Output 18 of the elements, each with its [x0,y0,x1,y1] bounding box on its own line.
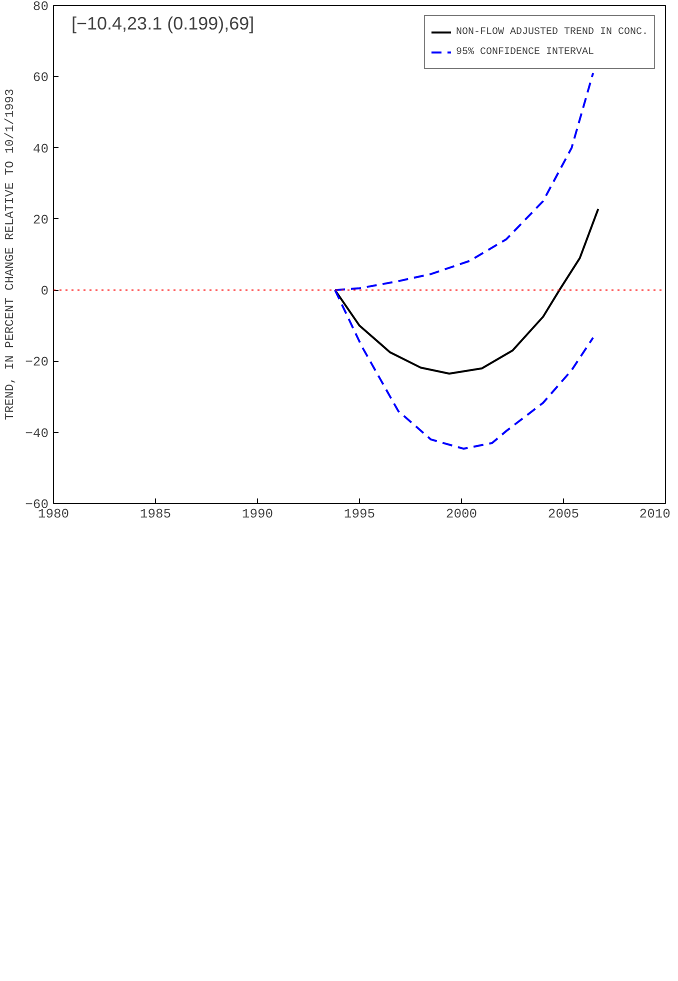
annotation: [−10.4,23.1 (0.199),69] [72,14,254,34]
y-axis-title: TREND, IN PERCENT CHANGE RELATIVE TO 10/1/1993 [3,88,18,420]
legend-label: NON-FLOW ADJUSTED TREND IN CONC. [456,26,648,38]
y-tick-label: −40 [25,426,48,441]
y-tick-label: 0 [40,284,49,299]
x-tick-label: 2010 [639,506,671,522]
legend-label: 95% CONFIDENCE INTERVAL [456,46,594,58]
x-tick-label: 1990 [242,506,274,522]
x-tick-label: 1995 [344,506,376,522]
y-tick-label: 20 [32,212,49,228]
y-tick-label: −20 [25,354,48,370]
line-series [334,208,600,375]
x-tick-label: 2005 [548,506,580,522]
y-tick-label: 60 [32,70,49,86]
x-tick-label: 1985 [140,506,172,522]
y-tick-label: 40 [32,141,49,156]
y-tick-label: 80 [32,0,49,14]
x-tick-label: 2000 [446,506,478,522]
